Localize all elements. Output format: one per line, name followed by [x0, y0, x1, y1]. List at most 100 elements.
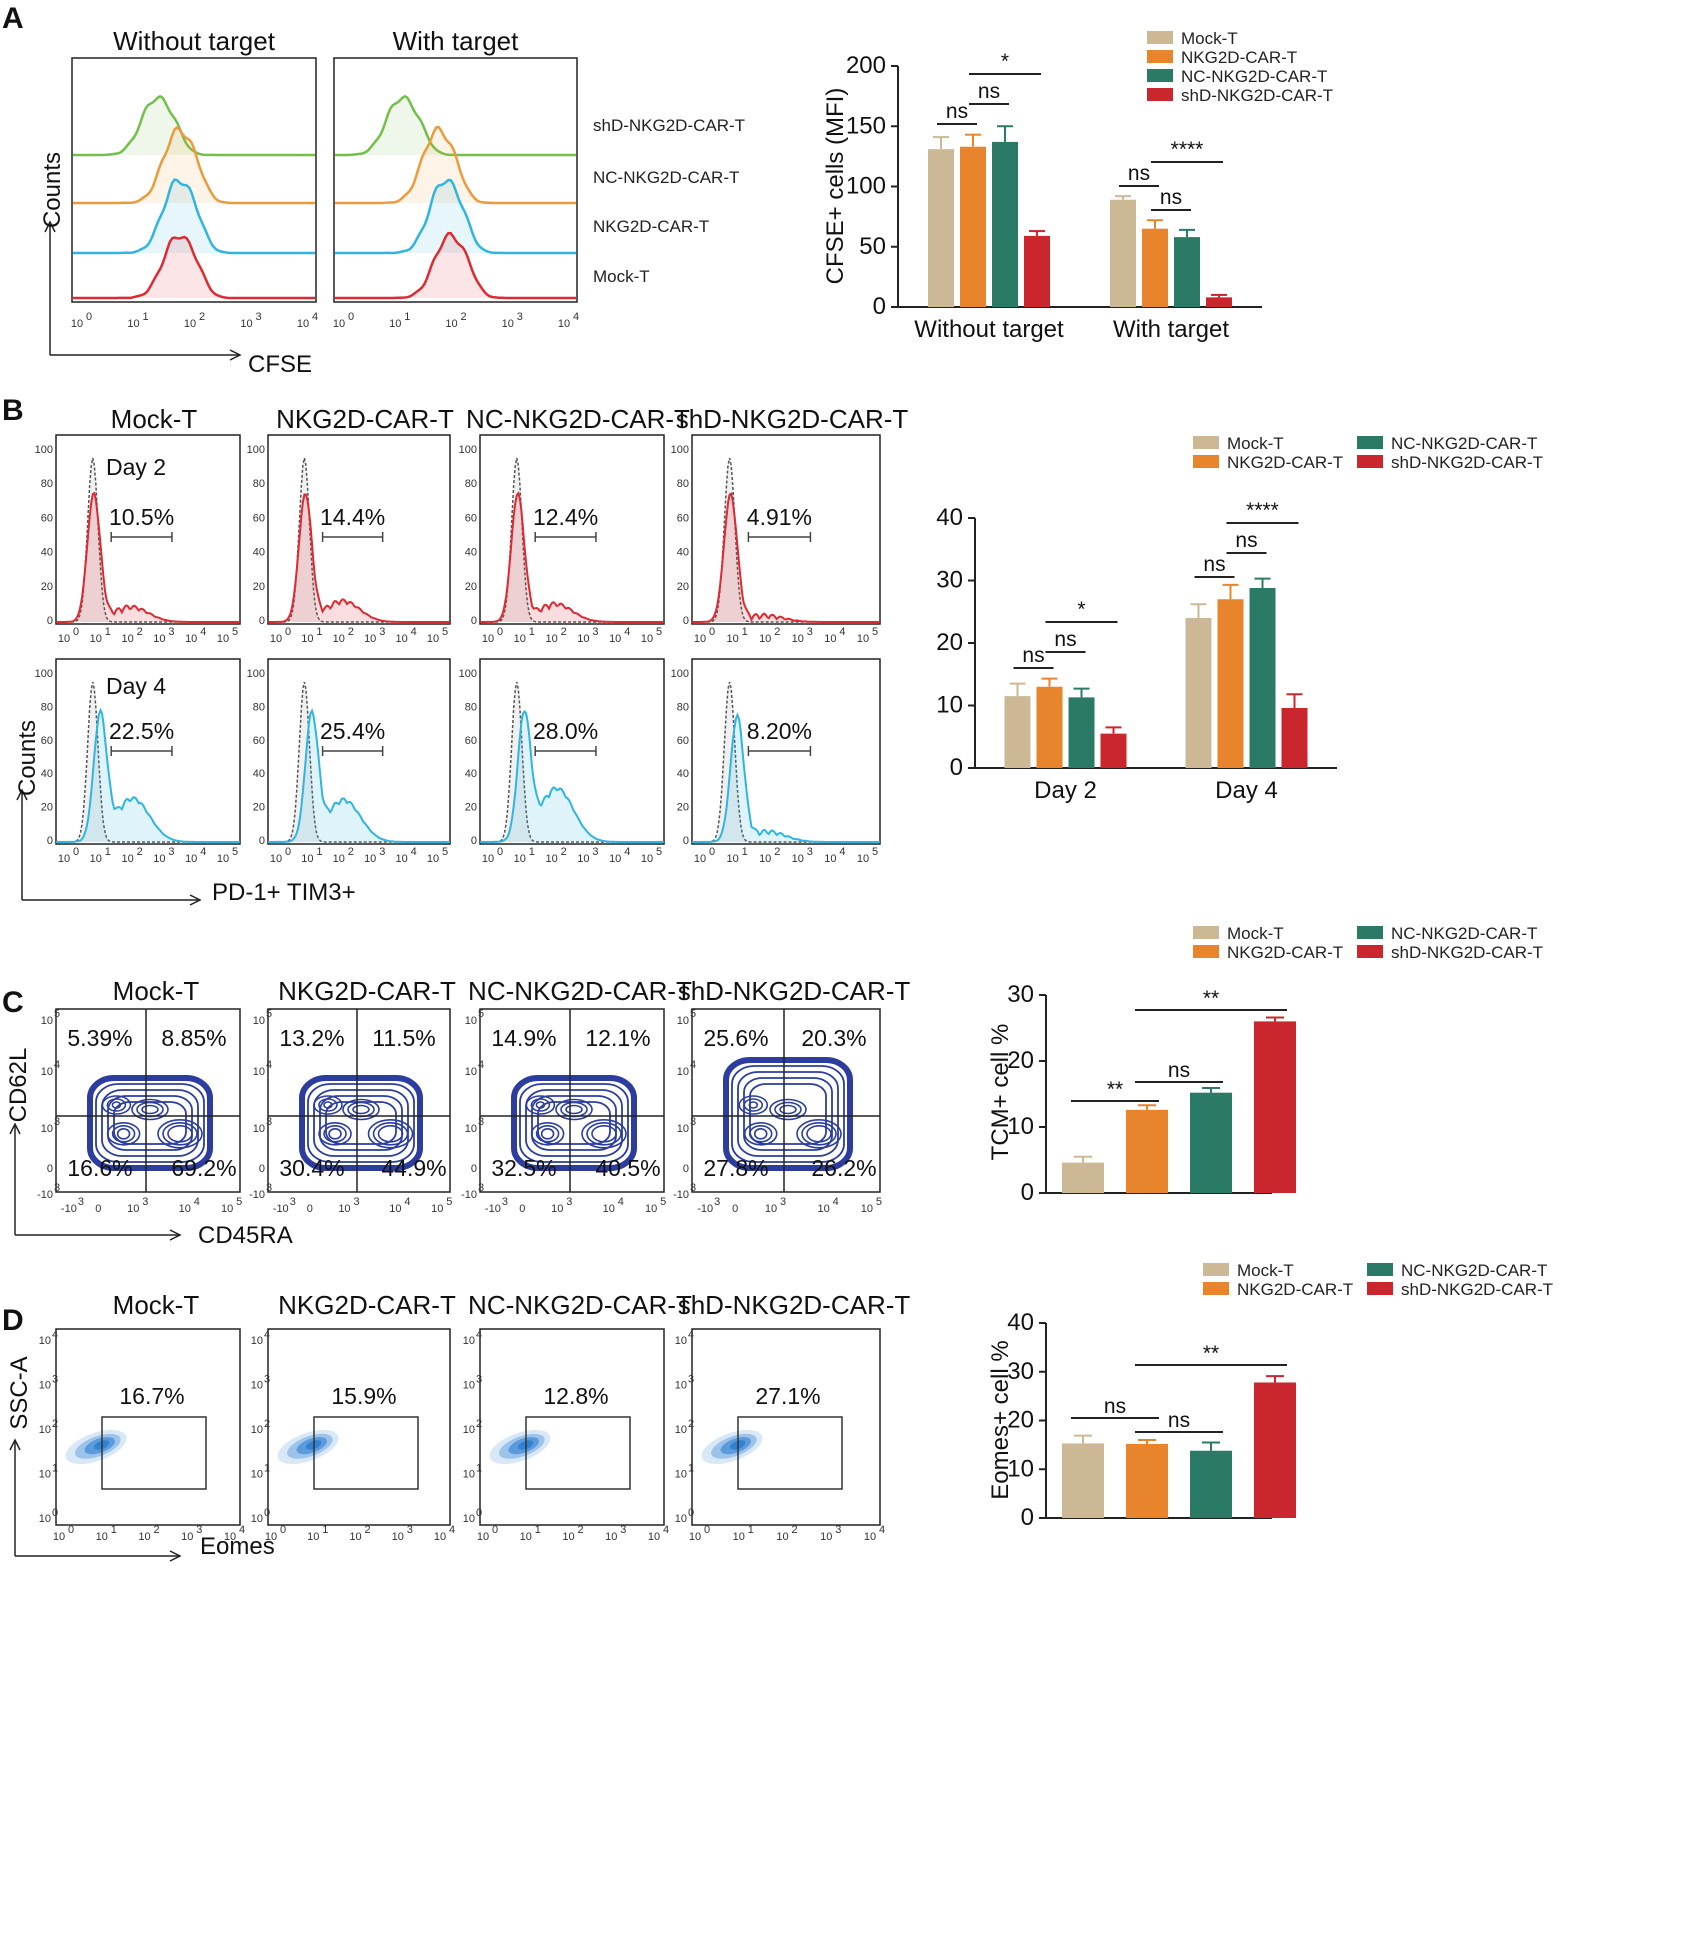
eomes-x-tick: 10 — [96, 1531, 108, 1543]
pd1-y-tick: 40 — [677, 768, 689, 780]
significance-label: ns — [1168, 1409, 1190, 1432]
eomes-percent: 15.9% — [331, 1383, 396, 1409]
cd45ra-x-tick: 0 — [307, 1203, 313, 1215]
eomes-percent: 12.8% — [543, 1383, 608, 1409]
cfse-x-tick: 10 — [127, 318, 139, 330]
pd1-x-tick-exp: 3 — [168, 626, 174, 638]
cd45ra-x-tick-exp: 3 — [78, 1196, 84, 1208]
bar-category-label: Day 2 — [1034, 777, 1097, 804]
eomes-x-tick-exp: 3 — [407, 1524, 413, 1536]
cd45ra-x-tick: -10 — [697, 1203, 713, 1215]
pd1-column-title: shD-NKG2D-CAR-T — [676, 404, 909, 434]
pd1-x-tick: 10 — [58, 853, 70, 865]
legend-label: NKG2D-CAR-T — [1227, 453, 1343, 472]
legend-label: shD-NKG2D-CAR-T — [1391, 453, 1543, 472]
significance-label: ** — [1203, 1342, 1219, 1365]
pd1-x-tick-exp: 3 — [379, 846, 385, 858]
density-ring — [535, 1101, 546, 1109]
cfse-curve-fill — [73, 179, 315, 253]
cd62l-y-tick-exp: 5 — [478, 1008, 484, 1020]
cd45ra-x-tick: 10 — [338, 1203, 350, 1215]
significance-label: ns — [1128, 162, 1150, 185]
eomes-y-tick: 10 — [251, 1335, 263, 1347]
bar — [1062, 1443, 1104, 1518]
pd1-y-tick: 60 — [41, 735, 53, 747]
pd1-sample-fill — [480, 493, 664, 622]
eomes-x-tick-exp: 4 — [449, 1524, 455, 1536]
pd1-y-tick: 60 — [253, 512, 265, 524]
pd1-x-tick: 10 — [185, 853, 197, 865]
pd1-sample-fill — [268, 494, 450, 622]
eomes-x-tick: 10 — [605, 1531, 617, 1543]
bar-y-tick-label: 20 — [1007, 1047, 1034, 1074]
density-ring — [328, 1128, 342, 1140]
bar — [1110, 199, 1136, 307]
pd1-histogram-box — [691, 434, 881, 625]
eomes-y-tick: 10 — [39, 1380, 51, 1392]
pd1-x-tick-exp: 3 — [592, 626, 598, 638]
pd1-y-tick: 100 — [247, 444, 265, 456]
eomes-y-tick: 10 — [675, 1380, 687, 1392]
quadrant-ur: 12.1% — [585, 1025, 650, 1051]
quadrant-ll: 32.5% — [491, 1155, 556, 1181]
bar — [1100, 733, 1127, 768]
pd1-sample-curve — [480, 709, 664, 844]
significance-label: * — [1001, 50, 1009, 73]
pd1-control-fill — [268, 682, 450, 842]
pd1-y-tick: 40 — [253, 768, 265, 780]
eomes-percent: 27.1% — [755, 1383, 820, 1409]
eomes-bar-ylabel: Eomes+ cell % — [987, 1340, 1014, 1499]
cfse-curve — [335, 231, 576, 300]
eomes-y-tick-exp: 1 — [476, 1463, 482, 1475]
bar-y-tick-label: 100 — [846, 173, 886, 200]
pd1-x-tick-exp: 3 — [592, 846, 598, 858]
pd1-x-tick: 10 — [482, 853, 494, 865]
legend-label: NKG2D-CAR-T — [1227, 943, 1343, 962]
ssc-ylabel: SSC-A — [6, 1356, 33, 1429]
density-ring — [535, 1125, 560, 1143]
density-contour — [731, 1065, 845, 1163]
density-ring — [806, 1125, 832, 1143]
pd1-y-tick: 20 — [465, 802, 477, 814]
significance-label: **** — [1171, 138, 1204, 161]
cfse-x-tick-exp: 3 — [256, 311, 262, 323]
bar-y-tick-label: 30 — [1007, 981, 1034, 1008]
pd1-x-tick-exp: 2 — [137, 846, 143, 858]
cd62l-y-tick: -10 — [249, 1189, 265, 1201]
legend-swatch — [1193, 926, 1219, 939]
pd1-x-tick: 10 — [641, 633, 653, 645]
pd1-y-tick: 0 — [471, 615, 477, 627]
pd1-x-tick-exp: 0 — [709, 626, 715, 638]
pd1-y-tick: 20 — [41, 802, 53, 814]
density-ring — [748, 1101, 759, 1109]
eomes-plot-box — [479, 1328, 665, 1526]
legend-swatch — [1193, 945, 1219, 958]
pd1-y-tick: 60 — [253, 735, 265, 747]
eomes-y-tick: 10 — [251, 1513, 263, 1525]
cd62l-y-tick-exp: 3 — [54, 1116, 60, 1128]
cfse-histogram-box — [71, 57, 317, 303]
cd45ra-x-tick-exp: 3 — [142, 1196, 148, 1208]
cd62l-y-tick-exp: 3 — [266, 1182, 272, 1194]
density-contour — [307, 1083, 415, 1163]
pd1-x-tick-exp: 1 — [105, 846, 111, 858]
pd1-y-tick: 0 — [683, 615, 689, 627]
pd1-x-tick-exp: 2 — [561, 846, 567, 858]
cd62l-axis-y-head — [9, 1122, 21, 1135]
pd1-x-tick: 10 — [427, 633, 439, 645]
pd1-y-tick: 60 — [465, 735, 477, 747]
cfse-curve-fill — [73, 237, 315, 298]
density-ring — [101, 1095, 132, 1115]
quadrant-ur: 20.3% — [801, 1025, 866, 1051]
legend-label: Mock-T — [1237, 1261, 1294, 1280]
quadrant-ll: 30.4% — [279, 1155, 344, 1181]
bar — [1217, 599, 1244, 768]
bar — [1254, 1382, 1296, 1518]
eomes-y-tick: 10 — [463, 1469, 475, 1481]
eomes-y-tick-exp: 4 — [476, 1329, 482, 1341]
pd1-x-tick: 10 — [121, 633, 133, 645]
eomes-y-tick-exp: 3 — [688, 1374, 694, 1386]
bar-y-tick-label: 20 — [1007, 1407, 1034, 1434]
eomes-y-tick-exp: 3 — [52, 1374, 58, 1386]
pd1-y-tick: 20 — [677, 802, 689, 814]
